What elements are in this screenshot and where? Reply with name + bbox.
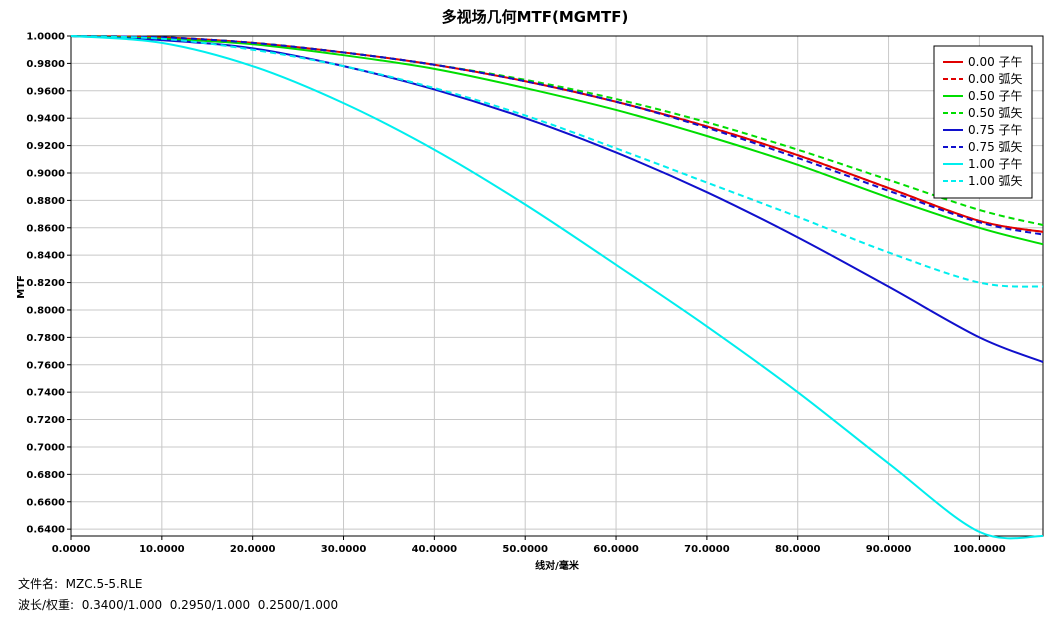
legend-label: 0.50 子午	[968, 89, 1023, 103]
legend: 0.00 子午 0.00 弧矢 0.50 子午 0.50 弧矢 0.75 子午 0.75 …	[933, 45, 1033, 199]
y-tick-label: 0.9000	[26, 168, 65, 179]
file-name-line: 文件名: MZC.5-5.RLE	[18, 577, 143, 591]
legend-label: 1.00 子午	[968, 157, 1023, 171]
legend-label: 0.00 弧矢	[968, 72, 1023, 86]
y-tick-label: 0.8600	[26, 223, 65, 234]
x-tick-label: 70.0000	[684, 544, 730, 555]
x-tick-label: 60.0000	[593, 544, 639, 555]
x-tick-label: 50.0000	[502, 544, 548, 555]
x-tick-label: 40.0000	[412, 544, 458, 555]
y-tick-label: 0.7800	[26, 333, 65, 344]
legend-label: 0.75 弧矢	[968, 140, 1023, 154]
y-tick-label: 0.7400	[26, 388, 65, 399]
series-line-3-tangential	[70, 35, 1044, 246]
series-line-1-tangential	[70, 35, 1044, 233]
legend-label: 0.50 弧矢	[968, 106, 1023, 120]
x-tick-label: 0.0000	[52, 544, 91, 555]
series-line-2-sagittal	[70, 35, 1044, 233]
chart-title: 多视场几何MTF(MGMTF)	[442, 8, 629, 26]
series-line-7-tangential	[70, 35, 1044, 540]
legend-label: 0.75 子午	[968, 123, 1023, 137]
y-tick-label: 0.9800	[26, 59, 65, 70]
y-tick-label: 0.8400	[26, 251, 65, 262]
x-axis-label: 线对/毫米	[535, 559, 580, 572]
tick-layer: 0.0000 10.0000 20.0000 30.0000 40.0000 50.000…	[26, 32, 1005, 556]
y-tick-label: 0.8000	[26, 305, 65, 316]
series-line-6-sagittal	[70, 35, 1044, 236]
x-tick-label: 90.0000	[866, 544, 912, 555]
legend-box	[933, 45, 1033, 199]
y-tick-label: 0.8800	[26, 196, 65, 207]
y-tick-label: 0.9200	[26, 141, 65, 152]
series-layer	[70, 35, 1044, 540]
y-tick-label: 0.6400	[26, 525, 65, 536]
y-tick-label: 0.7600	[26, 360, 65, 371]
y-tick-label: 0.9400	[26, 114, 65, 125]
x-tick-label: 20.0000	[230, 544, 276, 555]
y-tick-label: 0.7000	[26, 442, 65, 453]
x-tick-label: 80.0000	[775, 544, 821, 555]
x-tick-label: 30.0000	[321, 544, 367, 555]
wavelength-weight-line: 波长/权重: 0.3400/1.000 0.2950/1.000 0.2500/…	[18, 598, 339, 612]
x-tick-label: 10.0000	[139, 544, 185, 555]
plot-area-frame	[70, 35, 1044, 537]
y-tick-label: 0.6800	[26, 470, 65, 481]
y-tick-label: 0.8200	[26, 278, 65, 289]
y-tick-label: 0.9600	[26, 86, 65, 97]
legend-label: 1.00 弧矢	[968, 174, 1023, 188]
legend-label: 0.00 子午	[968, 55, 1023, 69]
y-tick-label: 0.7200	[26, 415, 65, 426]
series-line-5-tangential	[70, 35, 1044, 363]
y-tick-label: 0.6600	[26, 497, 65, 508]
grid-layer	[71, 36, 1043, 536]
x-tick-label: 100.0000	[953, 544, 1006, 555]
y-axis-label: MTF	[16, 275, 27, 299]
series-line-8-sagittal	[70, 35, 1044, 288]
y-tick-label: 1.0000	[26, 32, 65, 43]
